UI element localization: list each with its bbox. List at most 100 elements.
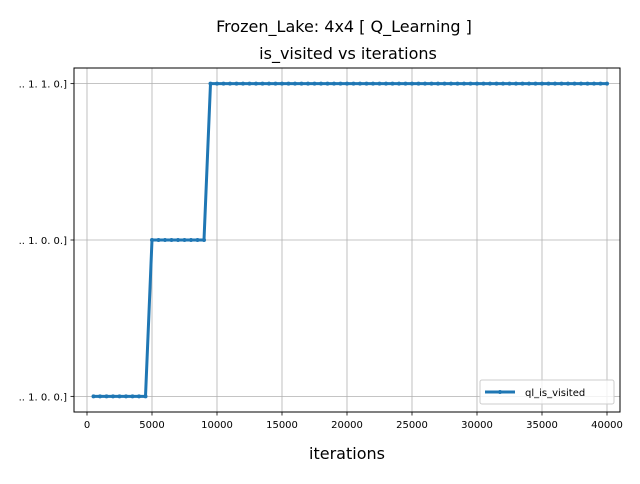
data-point: [299, 81, 304, 86]
data-point: [260, 81, 265, 86]
x-tick-label: 5000: [139, 420, 164, 431]
data-point: [293, 81, 297, 86]
data-point: [319, 81, 323, 86]
data-point: [540, 81, 544, 86]
x-tick-label: 25000: [396, 420, 428, 431]
data-point: [384, 81, 388, 86]
data-point: [533, 81, 538, 86]
chart-title-line2: is_visited vs iterations: [259, 44, 437, 64]
data-point: [117, 394, 122, 399]
data-point: [481, 81, 486, 86]
data-point: [202, 238, 206, 242]
data-point: [572, 81, 577, 86]
y-tick-label: .. 1. 0. 0.]: [19, 236, 68, 247]
data-point: [566, 81, 570, 86]
data-point: [553, 81, 557, 86]
x-tick-label: 40000: [591, 420, 623, 431]
data-point: [221, 81, 226, 86]
data-point: [514, 81, 518, 86]
x-tick-label: 15000: [266, 420, 298, 431]
data-point: [273, 81, 278, 86]
data-point: [527, 81, 531, 86]
data-point: [91, 394, 96, 399]
data-point: [442, 81, 447, 86]
data-point: [390, 81, 395, 86]
x-axis-ticks: 0 5000 10000 15000 20000 25000 30000 35000 40000: [84, 412, 623, 431]
data-point: [325, 81, 330, 86]
data-point: [416, 81, 421, 86]
data-point: [195, 238, 200, 242]
legend-marker-swatch: [498, 390, 502, 394]
data-point: [286, 81, 291, 86]
data-point: [364, 81, 369, 86]
data-point: [234, 81, 239, 86]
data-point: [156, 238, 161, 242]
data-point: [559, 81, 564, 86]
x-tick-label: 20000: [331, 420, 363, 431]
data-point: [169, 238, 174, 242]
data-point: [403, 81, 408, 86]
data-point: [208, 81, 213, 86]
series-layer: [91, 81, 609, 399]
data-point: [397, 81, 401, 86]
data-point: [371, 81, 375, 86]
data-point: [410, 81, 414, 86]
data-point: [592, 81, 596, 86]
x-tick-label: 30000: [461, 420, 493, 431]
data-point: [488, 81, 492, 86]
data-point: [462, 81, 466, 86]
data-point: [176, 238, 180, 242]
data-point: [429, 81, 434, 86]
data-point: [332, 81, 336, 86]
data-point: [507, 81, 512, 86]
data-point: [111, 394, 115, 399]
data-point: [130, 394, 135, 399]
data-point: [436, 81, 440, 86]
data-point: [163, 238, 167, 242]
data-point: [215, 81, 219, 86]
data-point: [254, 81, 258, 86]
data-point: [468, 81, 473, 86]
data-point: [598, 81, 603, 86]
data-point: [579, 81, 583, 86]
legend: ql_is_visited: [479, 379, 615, 405]
data-point: [104, 394, 109, 399]
data-point: [143, 394, 148, 399]
data-point: [137, 394, 141, 399]
legend-box: [479, 379, 615, 405]
data-point: [189, 238, 193, 242]
data-point: [475, 81, 479, 86]
data-point: [150, 238, 154, 242]
data-point: [267, 81, 271, 86]
y-tick-label: .. 1. 1. 0.]: [19, 80, 68, 91]
data-point: [351, 81, 356, 86]
data-point: [247, 81, 252, 86]
x-tick-label: 10000: [201, 420, 233, 431]
data-point: [605, 81, 609, 86]
y-tick-label: .. 1. 0. 0.]: [19, 392, 68, 403]
data-point: [338, 81, 343, 86]
y-axis-ticks: .. 1. 0. 0.] .. 1. 0. 0.] .. 1. 1. 0.]: [19, 80, 74, 403]
data-point: [182, 238, 187, 242]
data-point: [312, 81, 317, 86]
legend-label-ql-is-visited: ql_is_visited: [525, 388, 585, 399]
data-point: [501, 81, 505, 86]
data-point: [228, 81, 232, 86]
x-tick-label: 0: [84, 420, 90, 431]
data-point: [494, 81, 499, 86]
data-point: [241, 81, 245, 86]
data-point: [377, 81, 382, 86]
x-axis-label: iterations: [309, 444, 385, 463]
data-point: [124, 394, 128, 399]
data-point: [585, 81, 590, 86]
data-point: [345, 81, 349, 86]
data-point: [423, 81, 427, 86]
data-point: [449, 81, 453, 86]
data-point: [280, 81, 284, 86]
chart-title-line1: Frozen_Lake: 4x4 [ Q_Learning ]: [216, 17, 472, 37]
x-tick-label: 35000: [526, 420, 558, 431]
data-point: [455, 81, 460, 86]
data-point: [546, 81, 551, 86]
data-point: [520, 81, 525, 86]
